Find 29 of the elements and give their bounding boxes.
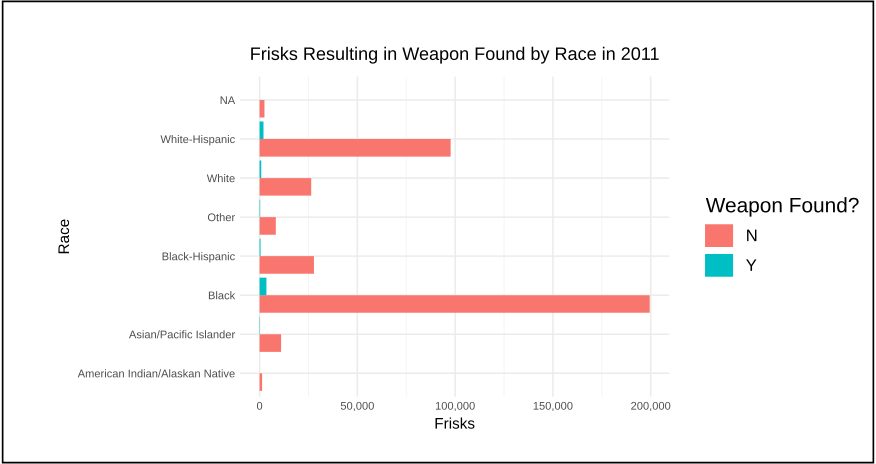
y-tick-label: Black-Hispanic: [162, 252, 235, 262]
bar: [260, 334, 282, 352]
bar: [260, 256, 314, 274]
y-tick-label: Black: [208, 291, 236, 300]
bar: [260, 217, 276, 235]
bar: [260, 100, 264, 118]
x-tick-label: 200,000: [631, 402, 670, 412]
x-axis-title: Frisks: [436, 417, 474, 429]
y-axis-title: Race: [58, 219, 70, 254]
x-tick-label: 50,000: [340, 402, 374, 412]
bar: [260, 278, 266, 296]
x-tick-label: 0: [256, 402, 262, 410]
y-tick-label: White-Hispanic: [160, 135, 235, 146]
bar: [260, 295, 650, 313]
x-tick-label: 100,000: [436, 402, 475, 412]
chart-title: Frisks Resulting in Weapon Found by Race in 2011: [251, 46, 659, 64]
bar: [260, 139, 451, 157]
y-tick-label: White: [206, 174, 235, 182]
legend-label: N: [747, 230, 756, 242]
y-tick-label: Other: [208, 213, 235, 222]
bar: [260, 121, 264, 140]
y-tick-label: NA: [220, 96, 236, 104]
x-tick-label: 150,000: [534, 402, 573, 412]
y-tick-label: American Indian/Alaskan Native: [78, 369, 235, 378]
legend-title: Weapon Found?: [706, 197, 859, 217]
bar: [260, 373, 262, 391]
legend-label: Y: [746, 259, 756, 271]
bar: [260, 178, 312, 196]
y-tick-label: Asian/Pacific Islander: [128, 330, 235, 338]
